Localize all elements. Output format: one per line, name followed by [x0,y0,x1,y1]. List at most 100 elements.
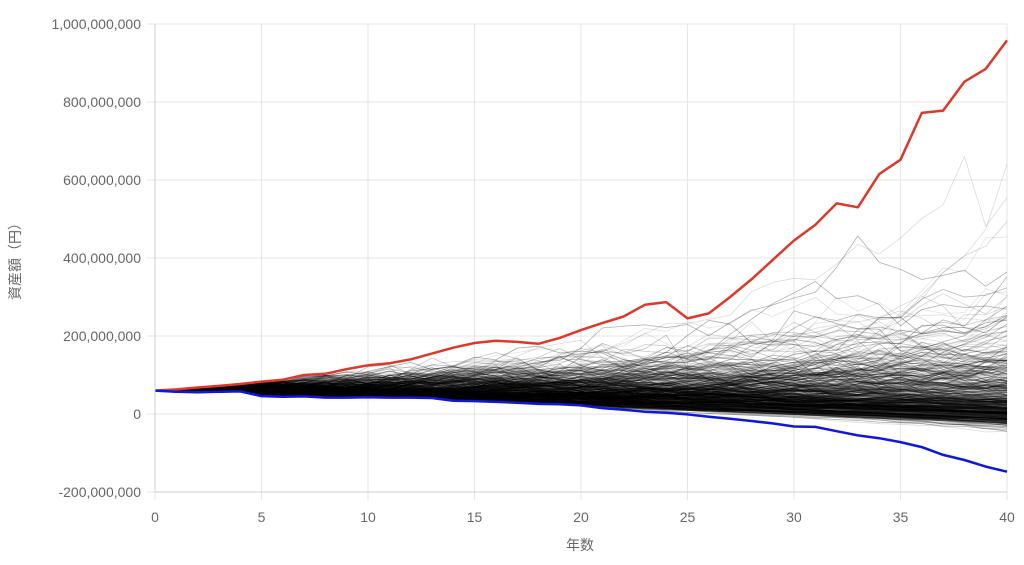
simulation-path [154,378,1008,397]
simulation-path [154,390,1008,415]
simulation-path [154,389,1008,416]
simulation-path [154,359,1008,396]
simulation-path [154,374,1008,407]
simulation-path [154,383,1008,403]
simulation-path [154,371,1008,403]
simulation-path [154,387,1008,417]
simulation-path [154,367,1008,398]
simulation-path [154,384,1008,419]
simulation-path [154,364,1008,395]
simulation-path [154,389,1008,417]
simulation-path [154,382,1008,414]
simulation-path [154,367,1008,408]
simulation-path [154,381,1008,413]
simulation-path [154,388,1008,403]
simulation-path [154,388,1008,415]
simulation-path [154,386,1008,413]
simulation-path [155,383,1008,418]
simulation-path [154,383,1008,414]
simulation-path [154,386,1008,401]
simulation-path [154,385,1008,409]
simulation-path [154,346,1008,393]
simulation-path [154,375,1008,429]
simulation-path [154,346,1008,394]
simulation-path [154,381,1008,412]
simulation-path [154,369,1008,399]
simulation-path [154,385,1008,414]
simulation-path [154,387,1008,416]
simulation-path [154,323,1008,398]
simulation-path [154,380,1007,400]
simulation-path [154,382,1008,397]
simulation-path [154,365,1008,393]
simulation-path [154,379,1008,396]
simulation-path [154,368,1008,395]
simulation-path [154,378,1008,399]
simulation-path [154,387,1008,409]
simulation-path [154,380,1008,406]
simulation-path [154,362,1008,394]
simulation-path [154,389,1008,404]
simulation-path [154,360,1008,397]
axis-layer: -200,000,000 0 200,000,000 400,000,000 600,0… [51,16,1015,525]
simulation-path [154,372,1008,393]
simulation-path [154,377,1008,418]
simulation-path [154,371,1008,410]
simulation-path [154,375,1008,395]
simulation-path [155,329,1008,393]
simulation-path [154,390,1008,411]
simulation-path [154,385,1008,408]
simulation-path [154,384,1007,400]
simulation-path [154,388,1008,424]
simulation-path [154,374,1008,402]
simulation-path [154,360,1008,396]
simulation-path [154,386,1008,416]
simulation-path [154,376,1008,395]
simulation-path [154,383,1008,408]
simulation-path [154,390,1008,401]
y-tick-label: 400,000,000 [63,250,141,266]
simulation-path [154,382,1008,394]
simulation-path [154,365,1008,393]
simulation-path [154,324,1008,394]
simulation-path [154,364,1008,393]
simulation-path [154,384,1008,413]
simulation-path [155,156,1008,393]
simulation-path [154,387,1008,415]
simulation-path [154,381,1008,400]
simulation-path [154,385,1008,420]
simulation-path [154,386,1008,415]
simulation-path [154,380,1008,406]
simulation-path [154,381,1008,403]
simulation-path [154,388,1008,402]
simulation-path [154,293,1008,399]
simulation-path [154,372,1008,392]
simulation-path [154,281,1008,394]
simulation-path [154,372,1008,396]
simulation-path [154,387,1008,419]
simulation-path [154,315,1008,394]
simulation-path [154,388,1008,409]
simulation-path [154,356,1008,392]
simulation-path [154,389,1008,405]
simulation-path [154,380,1008,398]
simulation-path [154,385,1008,401]
simulation-path [154,388,1008,416]
simulation-path [154,375,1008,394]
simulation-path [154,390,1008,410]
simulation-path [154,367,1008,393]
simulation-path [154,359,1008,403]
simulation-path [154,376,1008,398]
simulation-path [154,352,1008,392]
simulation-path [154,385,1008,419]
simulation-path [154,319,1008,393]
simulation-path [154,321,1008,393]
simulation-path [154,379,1008,409]
simulation-path [154,356,1007,395]
simulation-path [154,381,1008,414]
y-tick-label: 600,000,000 [63,172,141,188]
simulation-path [154,384,1008,404]
simulation-path [154,381,1008,408]
simulation-path [154,364,1008,399]
simulation-path [154,384,1008,419]
